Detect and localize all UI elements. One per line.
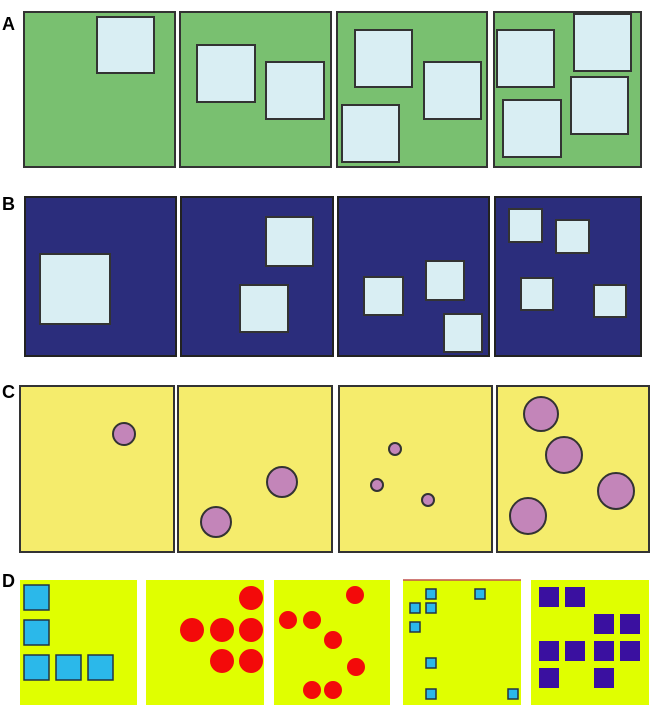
row-b [24,196,642,357]
panel-label: A [2,14,15,34]
panel-label: B [2,194,15,214]
panel-label: C [2,382,15,402]
panel-label: D [2,571,15,591]
row-a [23,11,642,168]
row-d [20,579,649,705]
row-c [19,385,650,553]
